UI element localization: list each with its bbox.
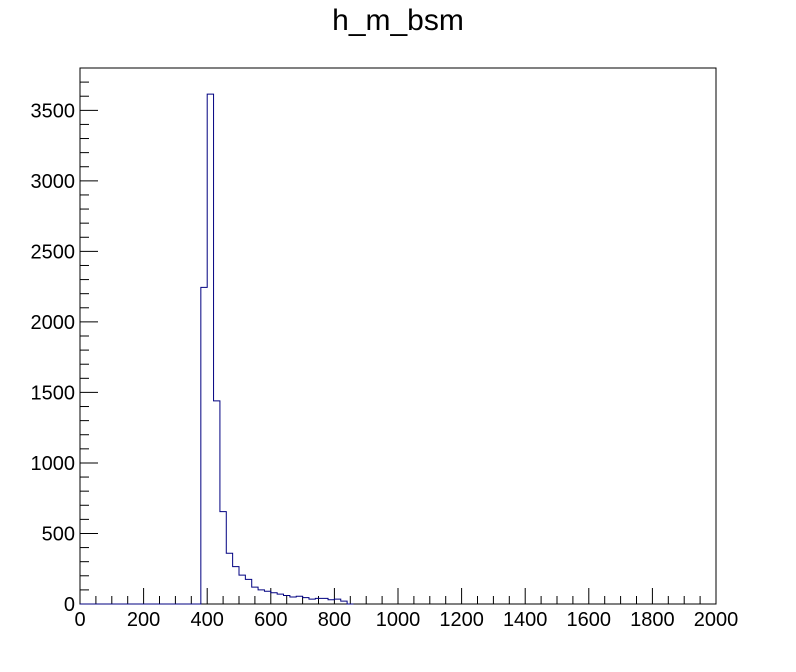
y-tick-label: 1500: [31, 382, 76, 404]
x-tick-label: 800: [318, 609, 351, 631]
y-tick-label: 1000: [31, 453, 76, 475]
y-tick-label: 3500: [31, 100, 76, 122]
histogram-line: [80, 93, 354, 605]
plot-frame: [79, 67, 717, 605]
y-tick-label: 0: [64, 594, 75, 616]
chart-title: h_m_bsm: [332, 4, 464, 37]
x-tick-label: 1400: [503, 609, 548, 631]
x-tick-label: 1200: [439, 609, 484, 631]
x-tick-label: 1600: [567, 609, 612, 631]
x-tick-label: 600: [254, 609, 287, 631]
x-tick-label: 400: [191, 609, 224, 631]
y-axis: 0 500 1000 1500 2000 2500 3000 3500: [31, 67, 98, 616]
x-tick-label: 200: [127, 609, 160, 631]
x-axis: 0 200 400 600 800 1000 1200 1400 1600 1800 2000: [74, 588, 738, 631]
y-tick-label: 500: [42, 523, 75, 545]
x-tick-label: 1800: [630, 609, 675, 631]
y-tick-label: 3000: [31, 171, 76, 193]
x-tick-label: 0: [74, 609, 85, 631]
y-tick-label: 2000: [31, 312, 76, 334]
x-tick-label: 1000: [376, 609, 421, 631]
y-tick-label: 2500: [31, 241, 76, 263]
x-tick-label: 2000: [694, 609, 739, 631]
